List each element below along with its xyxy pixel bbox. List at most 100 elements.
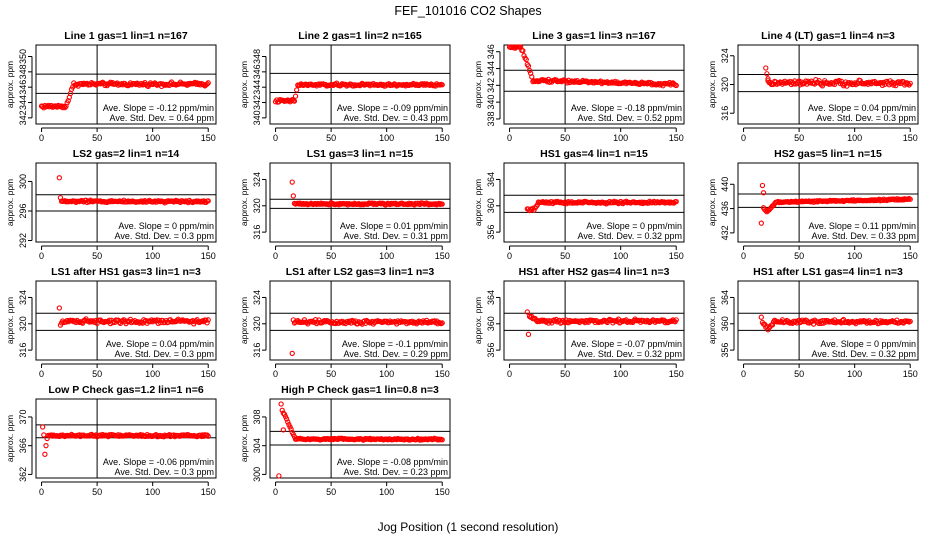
data-point: [907, 196, 913, 202]
slope-annotation: Ave. Slope = 0 ppm/min: [118, 221, 214, 231]
data-series: [524, 198, 679, 214]
y-axis-label: approx. ppm: [239, 415, 249, 462]
x-tick-label: 0: [273, 369, 278, 379]
data-point: [285, 419, 291, 425]
data-point: [568, 79, 574, 85]
plot-frame: [35, 162, 217, 243]
data-series: [758, 182, 913, 226]
x-tick-label: 100: [145, 251, 160, 261]
std-dev-annotation: Ave. Std. Dev. = 0.3 ppm: [115, 349, 214, 359]
std-dev-annotation: Ave. Std. Dev. = 0.29 ppm: [344, 349, 448, 359]
data-point: [292, 93, 299, 99]
data-point: [157, 81, 164, 87]
y-axis-label: approx. ppm: [473, 61, 483, 108]
x-tick-label: 100: [145, 133, 160, 143]
x-tick-label: 50: [794, 133, 804, 143]
x-tick-label: 150: [903, 369, 918, 379]
slope-annotation: Ave. Slope = 0 ppm/min: [586, 221, 682, 231]
plot-frame: [35, 44, 217, 125]
panel-title: HS1 after HS2 gas=4 lin=1 n=3: [519, 266, 670, 278]
y-tick-label: 316: [252, 343, 262, 358]
x-tick-label: 100: [145, 487, 160, 497]
x-tick-label: 0: [39, 487, 44, 497]
panel-title: LS1 after HS1 gas=3 lin=1 n=3: [51, 266, 201, 278]
plot-frame: [269, 162, 451, 243]
x-tick-label: 150: [201, 369, 216, 379]
plot-frame: [737, 44, 919, 125]
chart-panel: LS2 gas=2 lin=1 n=14 0 50 100 150 292 296 300ap…: [5, 148, 217, 261]
data-point: [645, 318, 652, 325]
y-tick-label: 300: [18, 174, 28, 189]
data-point: [439, 82, 445, 88]
data-point: [525, 331, 532, 337]
slope-annotation: Ave. Slope = -0.1 ppm/min: [342, 339, 448, 349]
panel-title: HS1 after LS1 gas=4 lin=1 n=3: [753, 266, 903, 278]
y-tick-label: 300: [252, 467, 262, 482]
data-point: [439, 320, 445, 326]
std-dev-annotation: Ave. Std. Dev. = 0.31 ppm: [344, 231, 448, 241]
y-tick-label: 324: [252, 172, 262, 187]
x-tick-label: 150: [669, 133, 684, 143]
chart-panel: HS1 after LS1 gas=4 lin=1 n=3 0 50 100 150 35…: [707, 266, 919, 379]
y-axis-label: approx. ppm: [239, 297, 249, 344]
y-tick-label: 360: [486, 198, 496, 213]
chart-panel: HS1 after HS2 gas=4 lin=1 n=3 0 50 100 150 35…: [473, 266, 685, 379]
x-tick-label: 50: [326, 487, 336, 497]
data-point: [61, 103, 67, 110]
y-tick-label: 320: [252, 316, 262, 331]
y-tick-label: 324: [252, 290, 262, 305]
slope-annotation: Ave. Slope = 0.04 ppm/min: [106, 339, 214, 349]
x-tick-label: 150: [201, 251, 216, 261]
data-point: [548, 78, 554, 84]
plot-frame: [269, 280, 451, 361]
y-tick-label: 364: [486, 290, 496, 305]
slope-annotation: Ave. Slope = -0.06 ppm/min: [103, 457, 214, 467]
y-tick-label: 338: [486, 111, 496, 126]
data-point: [276, 473, 282, 479]
x-tick-label: 100: [613, 251, 628, 261]
data-point: [56, 175, 62, 181]
panel-title: Line 4 (LT) gas=1 lin=4 n=3: [761, 30, 895, 42]
x-tick-label: 100: [379, 133, 394, 143]
data-point: [40, 424, 46, 430]
data-point: [818, 320, 824, 327]
plot-frame: [35, 398, 217, 479]
data-point: [759, 182, 766, 189]
slope-annotation: Ave. Slope = 0.11 ppm/min: [809, 221, 916, 231]
data-point: [539, 317, 545, 323]
data-point: [203, 317, 209, 323]
data-point: [893, 82, 899, 89]
data-point: [205, 80, 211, 86]
std-dev-annotation: Ave. Std. Dev. = 0.33 ppm: [812, 231, 916, 241]
plot-frame: [737, 162, 919, 243]
y-tick-label: 432: [720, 225, 730, 240]
y-tick-label: 344: [252, 80, 262, 95]
y-tick-label: 364: [720, 290, 730, 305]
y-tick-label: 320: [720, 77, 730, 92]
data-point: [291, 98, 298, 104]
x-tick-label: 50: [560, 251, 570, 261]
slope-annotation: Ave. Slope = 0.01 ppm/min: [340, 221, 448, 231]
y-axis-label: approx. ppm: [239, 179, 249, 226]
slope-annotation: Ave. Slope = 0 ppm/min: [820, 339, 916, 349]
std-dev-annotation: Ave. Std. Dev. = 0.3 ppm: [115, 231, 214, 241]
x-tick-label: 0: [39, 133, 44, 143]
x-tick-label: 50: [92, 133, 102, 143]
y-tick-label: 364: [486, 172, 496, 187]
x-tick-label: 50: [92, 369, 102, 379]
data-point: [350, 318, 356, 325]
panel-title: LS1 after LS2 gas=3 lin=1 n=3: [286, 266, 435, 278]
data-point: [201, 82, 207, 88]
slope-annotation: Ave. Slope = -0.07 ppm/min: [571, 339, 682, 349]
figure-x-axis-label: Jog Position (1 second resolution): [378, 520, 559, 534]
y-tick-label: 316: [18, 343, 28, 358]
x-tick-label: 100: [847, 133, 862, 143]
plot-frame: [503, 280, 685, 361]
data-point: [764, 71, 770, 77]
y-tick-label: 346: [18, 80, 28, 95]
data-point: [205, 433, 211, 439]
